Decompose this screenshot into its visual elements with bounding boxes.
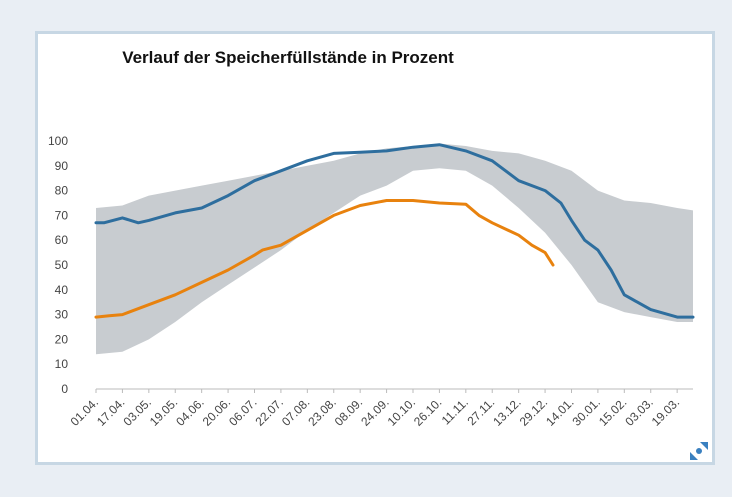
x-tick-label: 19.05. [147,395,180,428]
y-tick-label: 10 [55,357,69,371]
x-tick-label: 29.12. [517,395,550,428]
x-tick-label: 06.07. [226,395,259,428]
x-tick-label: 24.09. [358,395,391,428]
x-tick-label: 10.10. [385,395,418,428]
x-tick-label: 03.03. [622,395,655,428]
y-tick-label: 100 [48,134,68,148]
x-tick-label: 23.08. [305,395,338,428]
x-tick-label: 14.01. [543,395,576,428]
x-tick-label: 04.06. [173,395,206,428]
x-tick-label: 26.10. [411,395,444,428]
x-tick-label: 08.09. [332,395,365,428]
y-tick-label: 30 [55,308,69,322]
chart-title: Verlauf der Speicherfüllstände in Prozen… [122,48,454,67]
series-line-1 [94,143,695,319]
x-tick-label: 03.05. [120,395,153,428]
range-band [96,143,693,355]
chart-card: Verlauf der Speicherfüllstände in Prozen… [35,31,715,465]
y-tick-label: 40 [55,283,69,297]
x-tick-label: 27.11. [464,395,497,428]
y-tick-label: 90 [55,159,69,173]
expand-icon[interactable] [688,440,710,462]
x-tick-label: 19.03. [649,395,682,428]
x-tick-label: 11.11. [439,395,471,427]
y-tick-label: 50 [55,258,69,272]
x-tick-label: 01.04. [68,395,101,428]
y-tick-label: 0 [61,382,68,396]
x-tick-label: 20.06. [200,395,233,428]
x-tick-label: 22.07. [253,395,286,428]
y-tick-label: 20 [55,332,69,346]
series-line-2 [94,199,555,319]
line-chart: 0 10 20 30 40 50 60 70 80 90 100 01.04.17.04.03.05.… [48,134,695,429]
y-tick-label: 80 [55,184,69,198]
x-tick-label: 13.12. [490,395,523,428]
x-tick-label: 07.08. [279,395,312,428]
y-tick-label: 70 [55,208,69,222]
x-tick-label: 30.01. [570,395,603,428]
x-tick-label: 15.02. [596,395,629,428]
y-tick-label: 60 [55,233,69,247]
x-tick-label: 17.04. [94,395,127,428]
